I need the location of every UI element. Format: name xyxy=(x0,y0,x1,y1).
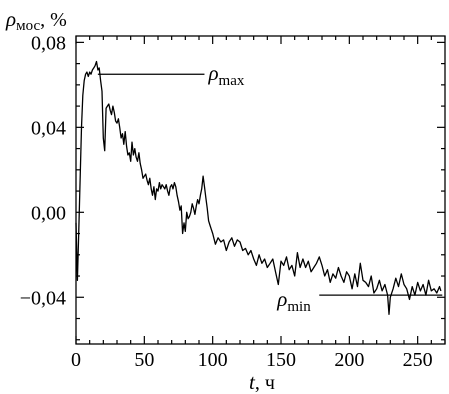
y-axis-title-var: ρ xyxy=(5,7,16,31)
rho-max-subscript: max xyxy=(219,73,245,89)
x-tick-label: 50 xyxy=(134,349,154,371)
x-tick-label: 100 xyxy=(198,349,228,371)
rho-min-var: ρ xyxy=(276,287,287,311)
annotations: ρmax ρmin xyxy=(97,61,443,315)
y-tick-label: −0,04 xyxy=(20,287,66,309)
x-axis-title-unit: , ч xyxy=(255,372,275,394)
y-axis-title: ρмос, % xyxy=(5,7,67,34)
rho-max-label: ρmax xyxy=(207,61,244,89)
y-tick-label: 0,00 xyxy=(31,202,66,224)
series-line xyxy=(75,60,442,315)
x-tick-label: 150 xyxy=(266,349,296,371)
y-tick-label: 0,08 xyxy=(31,32,66,54)
x-axis-title-var: t xyxy=(249,370,256,394)
y-axis-title-unit: , % xyxy=(40,9,67,31)
y-axis-title-subscript: мос xyxy=(16,18,40,34)
x-axis-title: t, ч xyxy=(249,370,275,394)
axis-ticks xyxy=(75,36,446,344)
x-tick-label: 200 xyxy=(334,349,364,371)
x-tick-label: 250 xyxy=(403,349,433,371)
tick-labels: 0 50 100 150 200 250 −0,04 0,00 0,04 0,08 xyxy=(20,32,433,371)
rho-min-subscript: min xyxy=(287,299,311,315)
rho-max-var: ρ xyxy=(207,61,218,85)
svg-text:ρмос, %: ρмос, % xyxy=(5,7,67,34)
y-tick-label: 0,04 xyxy=(31,117,66,139)
plot-frame xyxy=(75,35,446,345)
svg-text:t, ч: t, ч xyxy=(249,370,275,394)
x-tick-label: 0 xyxy=(71,349,81,371)
rho-min-label: ρmin xyxy=(276,287,311,315)
